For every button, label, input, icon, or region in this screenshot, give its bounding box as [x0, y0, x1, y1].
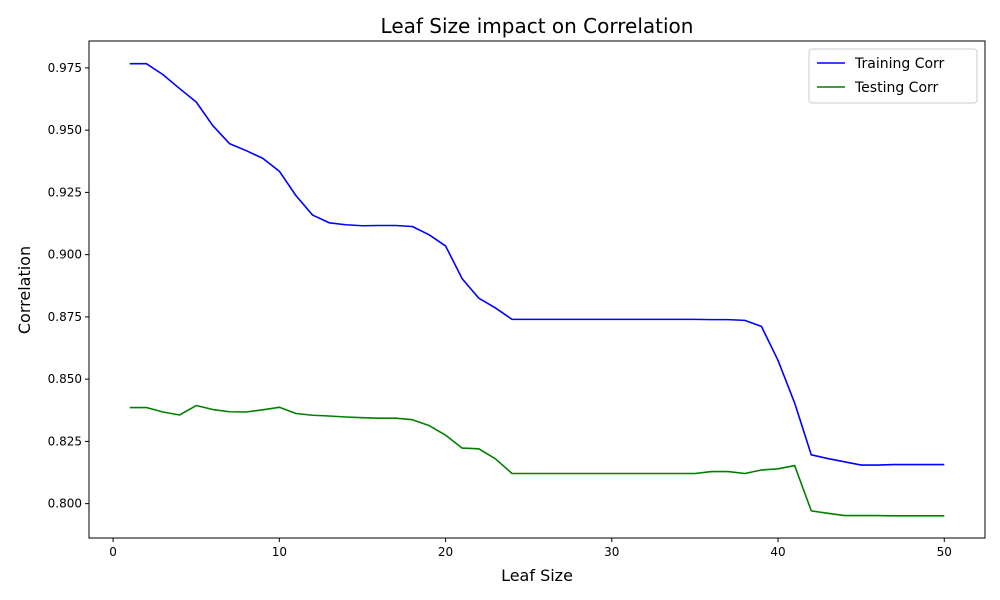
x-tick-label: 40	[770, 545, 785, 559]
y-axis-label: Correlation	[15, 246, 34, 334]
x-tick-label: 20	[438, 545, 453, 559]
x-axis-ticks: 0 10 20 30 40 50	[109, 538, 952, 559]
y-tick-label: 0.900	[48, 248, 82, 262]
plot-area: 0 10 20 30 40 50 0.800 0.825 0.850 0.875 0.900 0.9…	[48, 40, 986, 559]
y-tick-label: 0.925	[48, 185, 82, 199]
y-tick-label: 0.875	[48, 310, 82, 324]
y-tick-label: 0.850	[48, 372, 82, 386]
legend: Training Corr Testing Corr	[808, 48, 978, 104]
series-line-testing-corr	[129, 404, 945, 517]
y-tick-label: 0.825	[48, 434, 82, 448]
y-tick-label: 0.800	[48, 497, 82, 511]
legend-label-training-corr: Training Corr	[854, 56, 945, 72]
y-axis-ticks: 0.800 0.825 0.850 0.875 0.900 0.925 0.950 0.975	[48, 61, 89, 511]
x-tick-label: 0	[109, 545, 117, 559]
legend-box	[808, 48, 978, 104]
y-tick-label: 0.975	[48, 61, 82, 75]
x-tick-label: 30	[604, 545, 619, 559]
plot-frame	[88, 40, 986, 539]
chart-title: Leaf Size impact on Correlation	[381, 14, 694, 38]
x-axis-label: Leaf Size	[501, 566, 573, 585]
x-tick-label: 50	[937, 545, 952, 559]
x-tick-label: 10	[272, 545, 287, 559]
y-tick-label: 0.950	[48, 123, 82, 137]
legend-label-testing-corr: Testing Corr	[854, 80, 939, 96]
series-line-training-corr	[129, 62, 945, 466]
series-layer	[129, 62, 945, 517]
